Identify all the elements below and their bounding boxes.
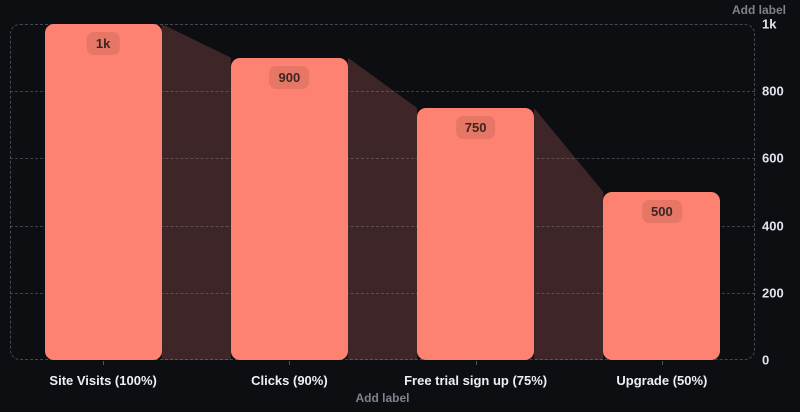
x-axis-label-free-trial-sign-up-75: Free trial sign up (75%) <box>404 373 548 388</box>
bar-free-trial-sign-up-75[interactable]: 750 <box>417 108 535 360</box>
y-axis-label-600: 600 <box>762 150 784 166</box>
add-label-value-axis-button[interactable]: Add label <box>731 3 786 17</box>
funnel-connector <box>347 57 418 360</box>
y-axis-label-0: 0 <box>762 352 770 368</box>
bar-site-visits-100[interactable]: 1k <box>44 24 162 360</box>
bar-clicks-90[interactable]: 900 <box>230 57 348 360</box>
y-axis-label-400: 400 <box>762 218 784 234</box>
y-axis-label-800: 800 <box>762 83 784 99</box>
x-axis-tick <box>103 361 105 365</box>
x-axis-label-upgrade-50: Upgrade (50%) <box>616 373 708 388</box>
y-axis-label-1k: 1k <box>762 16 777 32</box>
funnel-connector <box>161 24 231 360</box>
x-axis-tick <box>661 361 663 365</box>
bar-value-label-free-trial-sign-up-75: 750 <box>455 116 496 139</box>
add-label-category-axis-button[interactable]: Add label <box>0 391 765 405</box>
funnel-connector <box>534 108 604 360</box>
y-axis-label-200: 200 <box>762 285 784 301</box>
x-axis-label-site-visits-100: Site Visits (100%) <box>49 373 157 388</box>
bar-value-label-upgrade-50: 500 <box>642 200 682 223</box>
x-axis-label-clicks-90: Clicks (90%) <box>251 373 328 388</box>
bar-value-label-site-visits-100: 1k <box>86 32 120 55</box>
bar-upgrade-50[interactable]: 500 <box>603 192 721 360</box>
x-axis-tick <box>475 361 477 365</box>
x-axis-tick <box>289 361 291 365</box>
bar-value-label-clicks-90: 900 <box>269 65 310 89</box>
